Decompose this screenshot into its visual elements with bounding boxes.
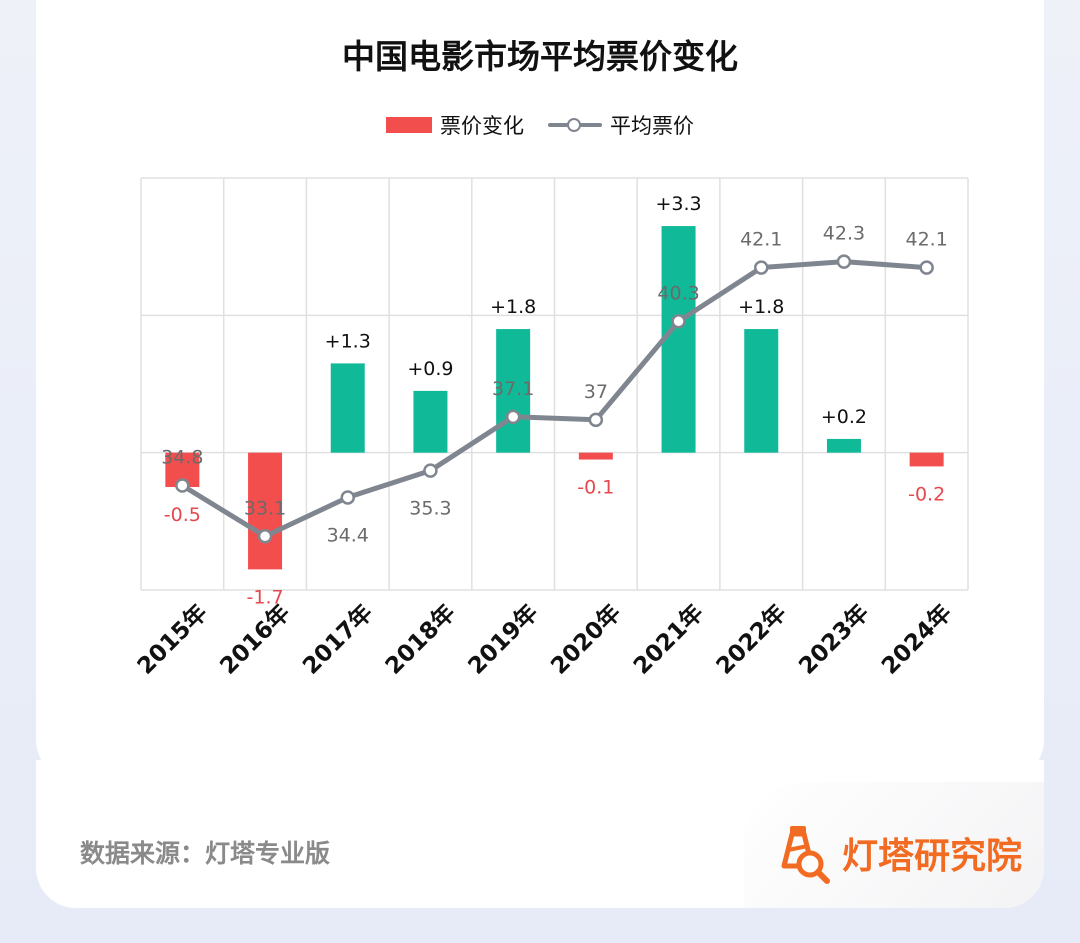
line-data-label: 35.3: [409, 498, 451, 520]
line-point: [257, 529, 273, 544]
line-point: [919, 260, 934, 275]
line-data-label: 42.3: [823, 223, 865, 245]
bar: [744, 329, 779, 453]
bar-data-label: -0.5: [164, 504, 201, 526]
legend-bar-label: 票价变化: [440, 114, 524, 138]
bar-data-label: +3.3: [655, 193, 701, 215]
legend-item-line: 平均票价: [548, 110, 694, 140]
bar-data-label: -1.7: [247, 586, 284, 608]
x-tick-label: 2021年: [628, 599, 709, 680]
line-point: [836, 254, 852, 269]
bar: [413, 390, 448, 453]
x-tick-label: 2022年: [711, 599, 792, 680]
line-point: [588, 412, 604, 428]
bar-data-label: +1.3: [325, 330, 371, 352]
line-data-label: 37: [584, 381, 608, 403]
x-tick-label: 2018年: [380, 599, 461, 680]
legend-line-label: 平均票价: [610, 114, 694, 138]
bar-data-label: +1.8: [738, 296, 784, 318]
bar: [578, 452, 613, 460]
bar-data-label: +0.9: [407, 358, 453, 380]
line-data-label: 33.1: [244, 497, 286, 519]
line-data-label: 34.4: [327, 524, 369, 546]
line-point: [754, 260, 769, 275]
line-point: [505, 409, 521, 425]
bar: [496, 329, 531, 453]
legend-line-swatch: [548, 116, 602, 134]
line-point: [671, 314, 686, 329]
bar: [826, 438, 861, 453]
line-data-label: 42.1: [740, 229, 782, 251]
line-point: [340, 490, 355, 505]
lighthouse-icon: [781, 826, 830, 884]
legend-item-bar: 票价变化: [386, 110, 524, 140]
bar-data-label: -0.2: [908, 483, 945, 505]
bar: [909, 452, 944, 467]
data-source: 数据来源：灯塔专业版: [80, 839, 331, 868]
bar: [661, 226, 696, 453]
bar-data-label: -0.1: [577, 477, 614, 499]
bar: [330, 363, 365, 453]
line-data-label: 40.3: [657, 282, 699, 304]
x-tick-label: 2019年: [463, 599, 544, 680]
line-data-label: 37.1: [492, 378, 534, 400]
x-tick-label: 2016年: [215, 599, 296, 680]
line-data-label: 34.8: [161, 447, 203, 469]
bar-data-label: +1.8: [490, 296, 536, 318]
x-tick-label: 2017年: [297, 599, 378, 680]
brand-logo: 灯塔研究院: [770, 822, 1022, 884]
x-tick-label: 2023年: [794, 599, 875, 680]
line-point: [175, 478, 190, 493]
brand-name: 灯塔研究院: [842, 836, 1023, 877]
x-tick-label: 2024年: [876, 599, 957, 680]
x-tick-label: 2020年: [545, 599, 626, 680]
chart-legend: 票价变化 平均票价: [0, 110, 1080, 140]
footer-accent: [744, 782, 1044, 908]
bar: [248, 452, 283, 570]
chart-card: [36, 0, 1044, 780]
chart-title: 中国电影市场平均票价变化: [342, 37, 738, 76]
line-point: [423, 463, 438, 478]
series-line: [180, 259, 927, 539]
line-data-label: 42.1: [905, 229, 947, 251]
legend-bar-swatch: [386, 117, 432, 133]
x-tick-label: 2015年: [132, 599, 213, 680]
bar-data-label: +0.2: [821, 406, 867, 428]
